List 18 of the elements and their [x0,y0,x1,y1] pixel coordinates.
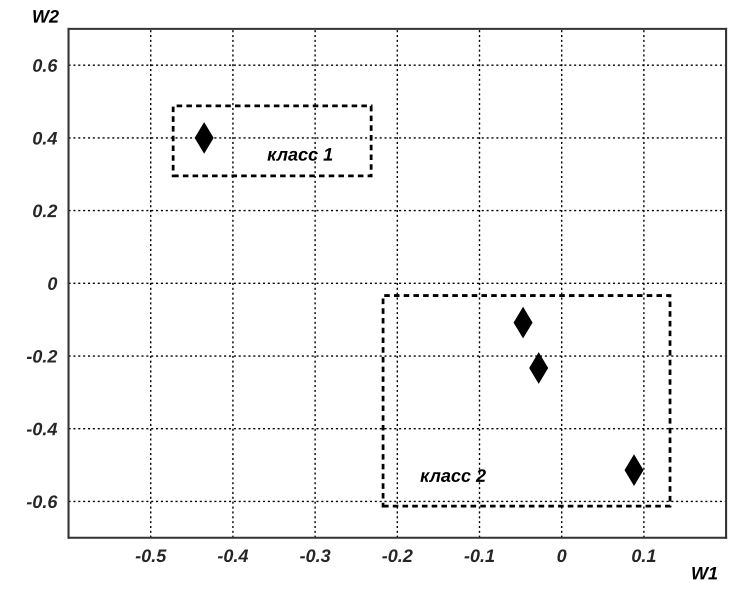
y-axis-title: W2 [33,10,59,23]
annotation: класс 2 [420,469,486,482]
x-tick-label: 0.1 [632,549,656,562]
x-tick-label: -0.5 [136,549,166,562]
y-tick-label: 0.4 [33,132,58,145]
x-tick-label: -0.3 [300,549,330,562]
y-tick-label: 0 [48,277,58,290]
y-tick-label: -0.2 [26,350,58,363]
x-axis-title: W1 [692,566,718,580]
y-tick-label: 0.6 [33,59,58,72]
y-tick-label: -0.4 [26,422,58,436]
x-tick-label: -0.2 [382,549,413,562]
y-tick-label: -0.6 [26,495,58,508]
x-tick-label: -0.1 [464,549,494,562]
annotation: класс 1 [267,148,332,161]
x-tick-label: 0 [557,549,567,562]
x-tick-label: -0.4 [218,549,248,562]
y-tick-label: 0.2 [33,204,58,218]
